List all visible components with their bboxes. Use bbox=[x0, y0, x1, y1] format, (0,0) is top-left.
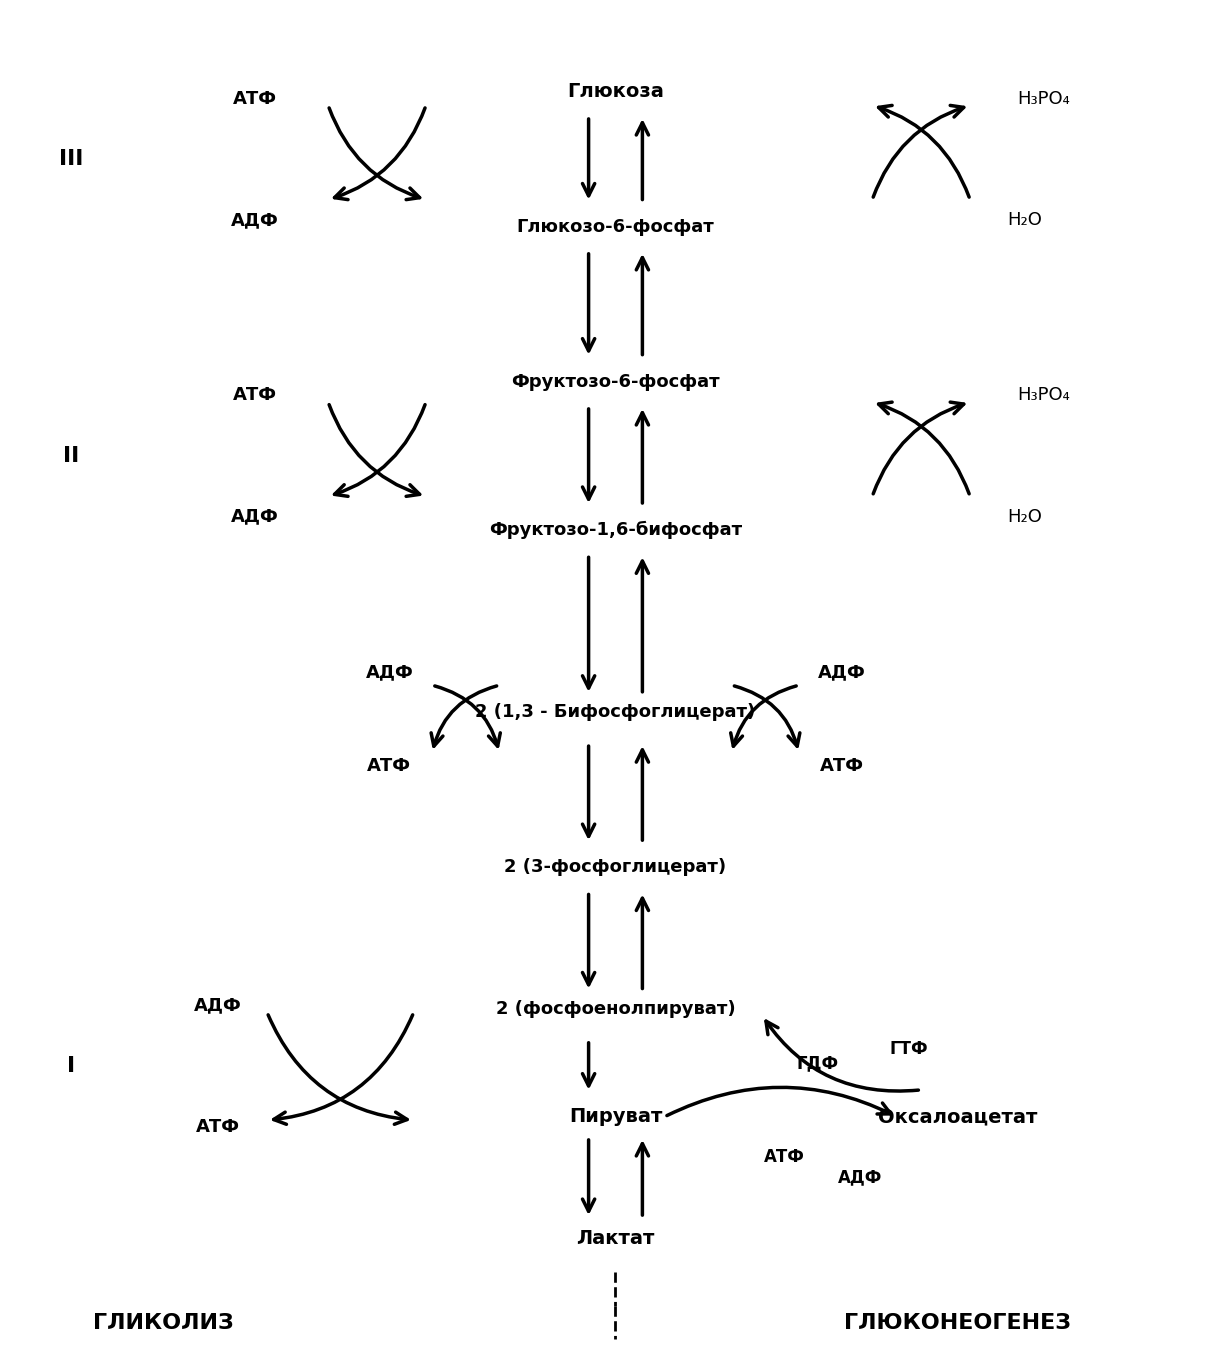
Text: АДФ: АДФ bbox=[366, 662, 414, 681]
Text: Глюкоза: Глюкоза bbox=[567, 83, 664, 102]
Text: АДФ: АДФ bbox=[194, 996, 243, 1015]
Text: III: III bbox=[59, 149, 84, 170]
Text: 2 (фосфоенолпируват): 2 (фосфоенолпируват) bbox=[496, 1000, 735, 1018]
Text: I: I bbox=[68, 1056, 75, 1076]
Text: H₂O: H₂O bbox=[1008, 508, 1043, 525]
Text: ГТФ: ГТФ bbox=[890, 1041, 928, 1058]
Text: АТФ: АТФ bbox=[820, 757, 864, 775]
Text: ГЛИКОЛИЗ: ГЛИКОЛИЗ bbox=[92, 1314, 234, 1333]
Text: 2 (3-фосфоглицерат): 2 (3-фосфоглицерат) bbox=[505, 859, 726, 877]
Text: ГДФ: ГДФ bbox=[796, 1054, 838, 1072]
Text: АТФ: АТФ bbox=[233, 90, 277, 107]
Text: АТФ: АТФ bbox=[196, 1118, 240, 1136]
Text: АДФ: АДФ bbox=[817, 662, 865, 681]
Text: Пируват: Пируват bbox=[569, 1107, 662, 1126]
Text: 2 (1,3 - Бифосфоглицерат): 2 (1,3 - Бифосфоглицерат) bbox=[475, 703, 756, 721]
Text: ГЛЮКОНЕОГЕНЕЗ: ГЛЮКОНЕОГЕНЕЗ bbox=[844, 1314, 1071, 1333]
Text: АТФ: АТФ bbox=[763, 1148, 805, 1166]
Text: АДФ: АДФ bbox=[231, 508, 278, 525]
Text: АТФ: АТФ bbox=[367, 757, 411, 775]
Text: АДФ: АДФ bbox=[838, 1168, 883, 1186]
Text: H₃PO₄: H₃PO₄ bbox=[1017, 387, 1070, 404]
Text: Лактат: Лактат bbox=[576, 1228, 655, 1247]
Text: Оксалоацетат: Оксалоацетат bbox=[878, 1107, 1038, 1126]
Text: АТФ: АТФ bbox=[233, 387, 277, 404]
Text: Глюкозо-6-фосфат: Глюкозо-6-фосфат bbox=[517, 217, 714, 236]
Text: H₃PO₄: H₃PO₄ bbox=[1017, 90, 1070, 107]
Text: II: II bbox=[63, 446, 80, 465]
Text: H₂O: H₂O bbox=[1008, 210, 1043, 229]
Text: Фруктозо-1,6-бифосфат: Фруктозо-1,6-бифосфат bbox=[489, 521, 742, 539]
Text: Фруктозо-6-фосфат: Фруктозо-6-фосфат bbox=[511, 373, 720, 391]
Text: АДФ: АДФ bbox=[231, 210, 278, 229]
